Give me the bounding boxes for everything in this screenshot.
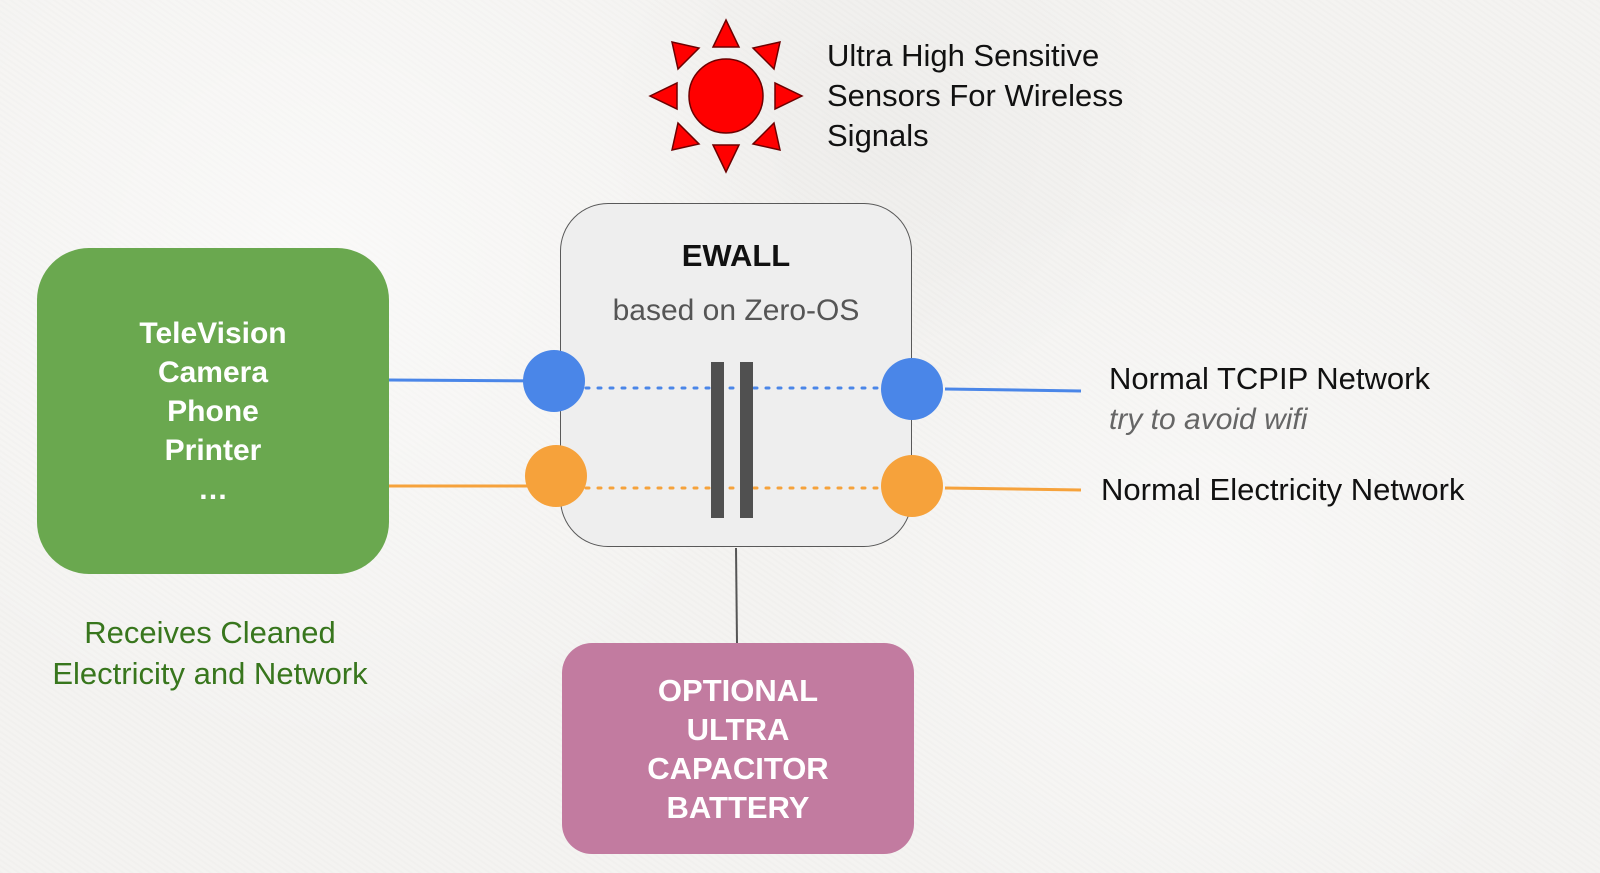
electricity-port-left-icon bbox=[525, 445, 587, 507]
sensor-description-line-1: Ultra High Sensitive bbox=[827, 38, 1100, 73]
devices-caption-line-2: Electricity and Network bbox=[52, 656, 368, 691]
devices-caption-line-1: Receives Cleaned bbox=[84, 615, 336, 650]
battery-label-line-2: ULTRA bbox=[686, 711, 790, 747]
sensor-description-line-3: Signals bbox=[827, 118, 929, 153]
network-port-left-icon bbox=[523, 350, 585, 412]
ewall-subtitle: based on Zero-OS bbox=[612, 294, 860, 327]
device-label-phone: Phone bbox=[167, 394, 259, 428]
sensor-description: Ultra High Sensitive Sensors For Wireles… bbox=[827, 36, 1123, 156]
electricity-port-right-icon bbox=[881, 455, 943, 517]
battery-connector-line bbox=[735, 547, 738, 644]
network-port-right-icon bbox=[881, 358, 943, 420]
network-output-line bbox=[944, 387, 1082, 393]
devices-box: TeleVision Camera Phone Printer … bbox=[37, 248, 389, 574]
battery-label-line-4: BATTERY bbox=[666, 789, 810, 825]
device-label-camera: Camera bbox=[157, 355, 269, 389]
electricity-output-line bbox=[944, 486, 1082, 492]
sun-icon bbox=[648, 18, 804, 174]
parallel-bars-icon bbox=[711, 362, 753, 518]
device-label-printer: Printer bbox=[164, 433, 262, 467]
electricity-label: Normal Electricity Network bbox=[1101, 472, 1465, 507]
network-label: Normal TCPIP Network bbox=[1109, 361, 1430, 396]
battery-label-line-3: CAPACITOR bbox=[647, 750, 829, 786]
device-label-more: … bbox=[198, 472, 228, 506]
network-sublabel: try to avoid wifi bbox=[1109, 403, 1308, 436]
ewall-box: EWALL based on Zero-OS bbox=[560, 203, 912, 547]
battery-box: OPTIONAL ULTRA CAPACITOR BATTERY bbox=[562, 643, 914, 854]
battery-label-line-1: OPTIONAL bbox=[657, 672, 819, 708]
sensor-description-line-2: Sensors For Wireless bbox=[827, 78, 1124, 113]
device-label-television: TeleVision bbox=[139, 316, 287, 350]
ewall-title: EWALL bbox=[681, 238, 791, 273]
devices-caption: Receives Cleaned Electricity and Network bbox=[40, 612, 380, 694]
